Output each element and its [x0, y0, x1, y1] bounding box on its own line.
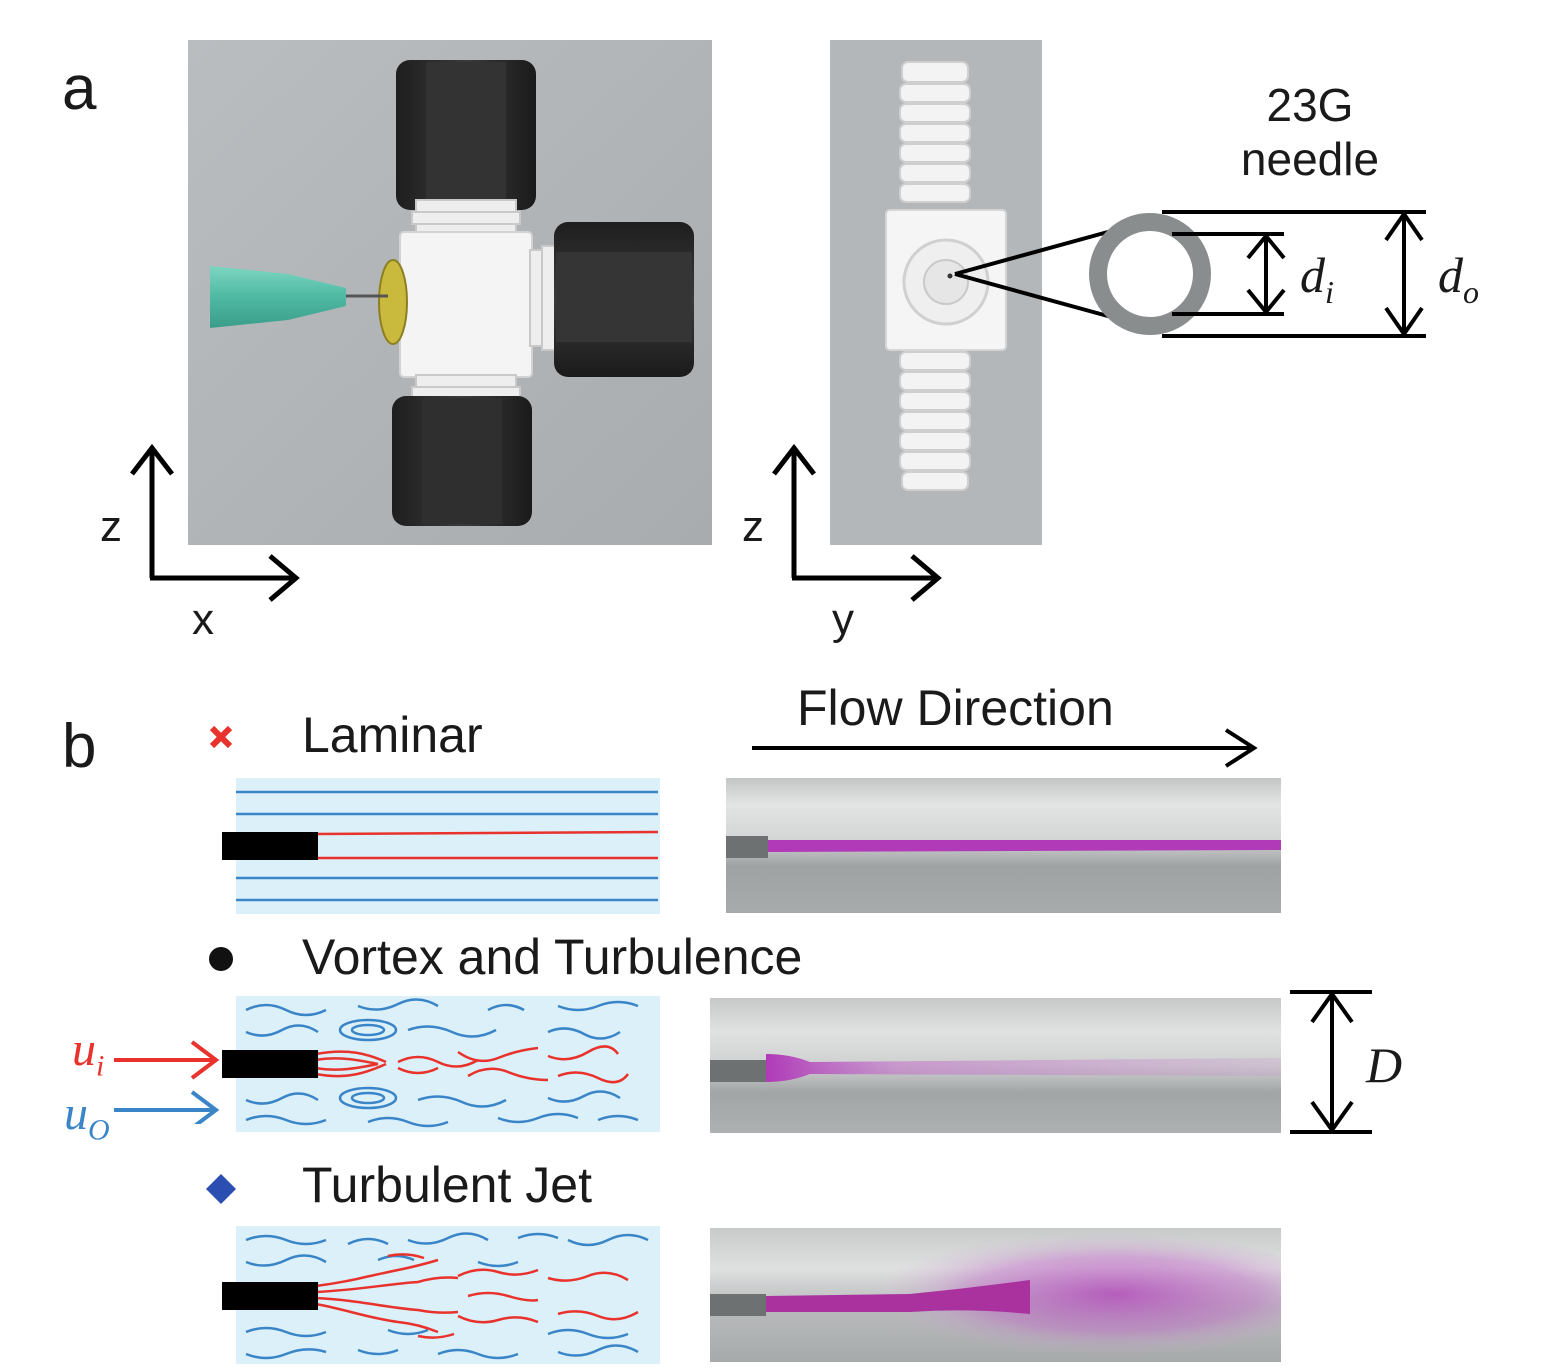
- inner-diameter-label: di: [1300, 247, 1334, 310]
- flow-direction-arrow: [752, 728, 1258, 768]
- tube-diameter-dimension: [1290, 990, 1372, 1134]
- panel-b-label: b: [62, 712, 97, 781]
- right-nut: [554, 222, 694, 377]
- needle-hub: [210, 266, 346, 328]
- needle-ring: [1089, 213, 1211, 335]
- regime-vortex-label: Vortex and Turbulence: [302, 929, 803, 985]
- outer-diameter-label: do: [1438, 247, 1479, 310]
- turbulent-jet-schematic: [222, 1226, 660, 1364]
- turbulent-jet-marker-diamond: [206, 1174, 236, 1204]
- needle-label: 23G needle: [1240, 78, 1380, 187]
- right-axis-z-label: z: [742, 502, 764, 551]
- right-coordinate-axes: [772, 443, 942, 602]
- left-coordinate-axes: [130, 443, 300, 602]
- needle-label-word: needle: [1240, 133, 1380, 186]
- left-axis-z-label: z: [100, 502, 122, 551]
- bottom-nut: [392, 396, 532, 526]
- regime-laminar-label: Laminar: [302, 707, 483, 763]
- left-axis-x-label: x: [192, 595, 214, 644]
- tube-diameter-label: D: [1366, 1037, 1403, 1093]
- laminar-needle-tip: [222, 832, 318, 860]
- fitting-side-view-photo: [830, 40, 1042, 545]
- flow-direction-label: Flow Direction: [797, 680, 1114, 736]
- velocity-arrows: [114, 1040, 220, 1124]
- panel-a-label: a: [62, 54, 97, 123]
- needle-label-gauge: 23G: [1266, 79, 1354, 131]
- turbulent-jet-photo: [710, 1228, 1281, 1362]
- top-nut: [396, 60, 536, 210]
- cross-fitting-photo: [188, 40, 712, 545]
- outer-velocity-label: uO: [64, 1087, 110, 1147]
- vortex-schematic: [222, 996, 660, 1132]
- laminar-flow-photo: [726, 778, 1281, 913]
- vortex-flow-photo: [710, 998, 1281, 1133]
- needle-cross-section-diagram: [954, 210, 1426, 338]
- vortex-marker-circle: [209, 947, 233, 971]
- inner-velocity-label: ui: [72, 1023, 105, 1083]
- vortex-needle-tip: [222, 1050, 318, 1078]
- regime-turbulent-jet-label: Turbulent Jet: [302, 1157, 592, 1213]
- laminar-marker-cross: [209, 725, 233, 749]
- laminar-schematic: [222, 778, 660, 914]
- turbulent-jet-needle-tip: [222, 1282, 318, 1310]
- right-axis-y-label: y: [832, 595, 854, 644]
